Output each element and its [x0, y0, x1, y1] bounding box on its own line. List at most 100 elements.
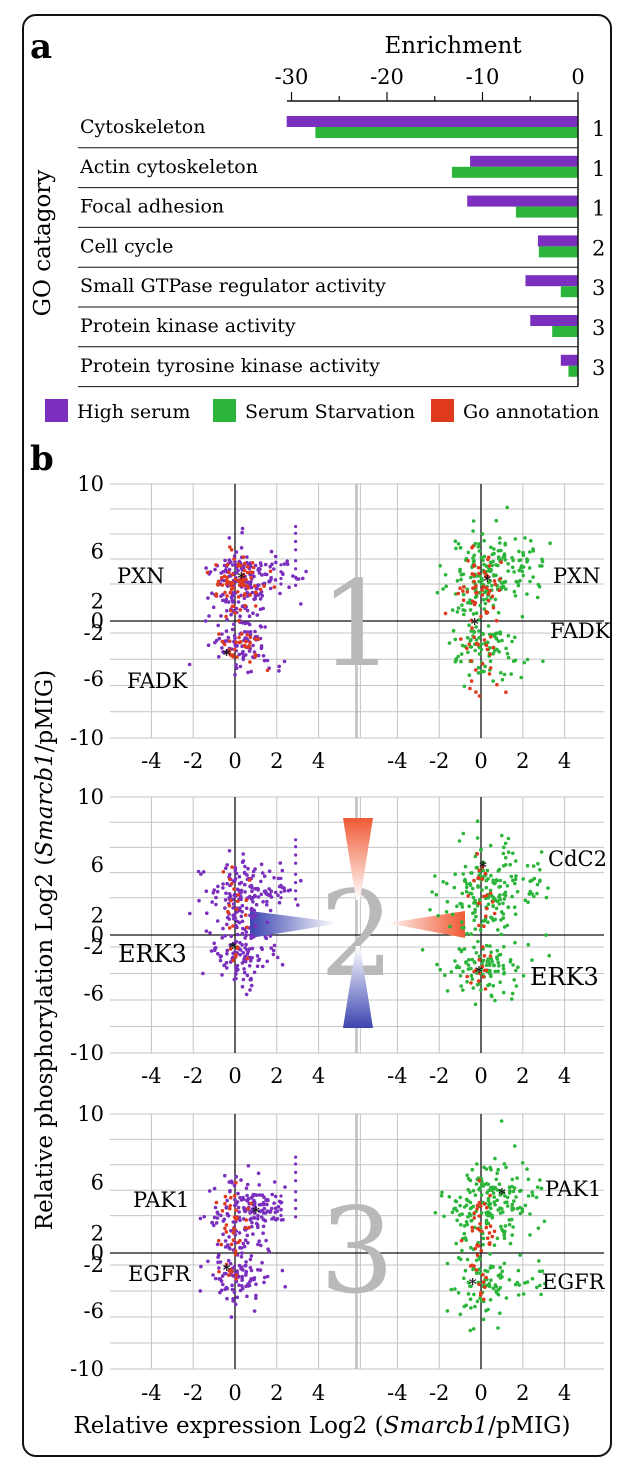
data-point: [226, 1258, 231, 1263]
data-point: [246, 1282, 250, 1286]
data-point: [235, 1269, 239, 1273]
data-point: [487, 672, 492, 676]
data-point: [221, 598, 225, 603]
data-point: [477, 542, 481, 546]
data-point: [268, 586, 273, 591]
data-point: [244, 1260, 248, 1264]
data-point: [468, 1200, 473, 1205]
data-point: [261, 964, 265, 969]
data-point: [504, 587, 508, 591]
data-point: [234, 976, 238, 981]
data-point: [472, 579, 476, 584]
data-point: [469, 638, 473, 642]
data-point: [484, 885, 489, 890]
legend-item: High serum: [45, 399, 190, 423]
data-point: [234, 571, 239, 575]
data-point: [476, 939, 480, 944]
data-point: [237, 579, 241, 583]
data-point: [476, 565, 481, 570]
data-point: [256, 583, 261, 587]
data-point: [490, 552, 495, 557]
data-point: [453, 872, 458, 876]
data-point: [491, 651, 496, 656]
data-point: [252, 1211, 257, 1215]
data-point: [250, 956, 254, 960]
data-point: [461, 592, 466, 597]
data-point: [489, 950, 494, 954]
data-point: [512, 589, 517, 594]
data-point: [460, 920, 464, 924]
data-point: [233, 868, 237, 873]
data-point: [449, 970, 454, 974]
enrichment-axis: -30 -20 -10 0: [275, 65, 585, 102]
data-point: [244, 639, 248, 644]
data-point: [480, 877, 485, 881]
data-point: [511, 963, 515, 967]
data-point: [471, 612, 476, 616]
data-point: [477, 971, 482, 976]
data-point: [516, 965, 520, 969]
highlight-asterisk: *: [498, 1185, 506, 1203]
data-point: [228, 894, 233, 898]
data-point: [273, 890, 278, 895]
data-point: [213, 640, 217, 645]
data-point: [249, 1209, 254, 1214]
gene-label: PXN: [117, 564, 164, 588]
data-point: [260, 1193, 265, 1197]
data-point: [225, 948, 229, 953]
data-point: [512, 905, 517, 909]
data-point: [224, 891, 228, 895]
data-point: [464, 889, 469, 894]
data-point: [279, 1194, 283, 1198]
data-point: [498, 897, 503, 902]
data-point: [485, 640, 490, 645]
data-point: [240, 984, 245, 989]
data-point: [271, 948, 276, 953]
data-point: [479, 555, 484, 560]
data-point: [224, 614, 228, 619]
data-point: [245, 1199, 250, 1203]
data-point: [508, 958, 513, 962]
data-point: [513, 537, 518, 541]
data-point: [498, 1206, 502, 1210]
data-point: [294, 531, 298, 535]
data-point: [506, 836, 511, 841]
data-point: [474, 690, 478, 694]
data-point: [445, 1309, 450, 1313]
data-point: [468, 686, 472, 691]
data-point: [466, 1292, 471, 1296]
data-point: [477, 629, 481, 633]
data-point: [460, 902, 464, 906]
data-point: [430, 890, 434, 894]
data-point: [525, 558, 530, 563]
data-point: [259, 892, 264, 897]
data-point: [274, 1218, 278, 1222]
data-point: [250, 946, 255, 951]
data-point: [502, 1261, 507, 1266]
data-point: [492, 1229, 497, 1234]
data-point: [269, 549, 274, 554]
data-point: [491, 1191, 496, 1195]
data-point: [240, 910, 244, 914]
data-point: [466, 1280, 471, 1285]
data-point: [253, 654, 258, 659]
data-point: [234, 1277, 238, 1281]
data-point: [457, 839, 462, 843]
data-point: [466, 650, 470, 655]
data-point: [222, 574, 227, 578]
data-point: [474, 1182, 479, 1186]
data-point: [250, 561, 255, 565]
data-point: [501, 912, 506, 916]
data-point: [255, 586, 259, 591]
data-point: [540, 1269, 545, 1273]
data-point: [495, 1188, 500, 1192]
data-point: [218, 1260, 223, 1264]
data-point: [205, 570, 210, 575]
data-point: [473, 1002, 478, 1007]
data-point: [438, 564, 443, 568]
data-point: [489, 1168, 493, 1172]
data-point: [230, 1287, 235, 1292]
data-point: [528, 1212, 532, 1216]
data-point: [226, 600, 231, 604]
